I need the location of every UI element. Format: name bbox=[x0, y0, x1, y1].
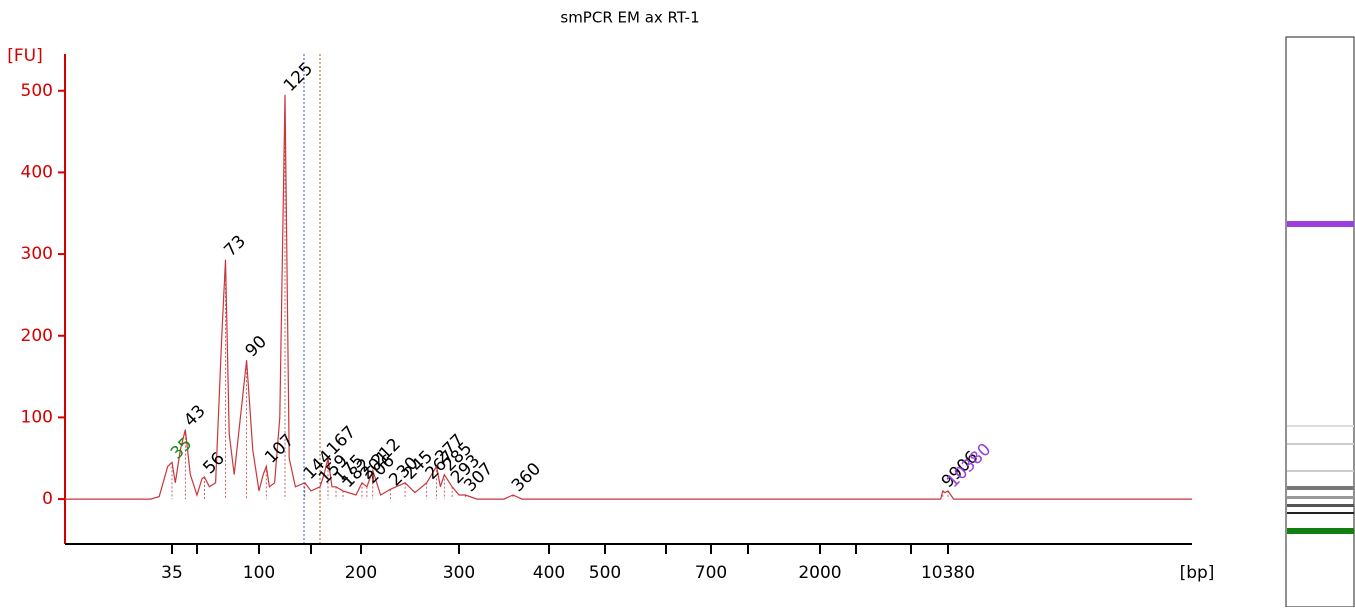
x-axis-label: [bp] bbox=[1180, 563, 1215, 583]
gel-band bbox=[1287, 425, 1354, 427]
x-tick-label: 400 bbox=[533, 563, 565, 583]
chart-title: smPCR EM ax RT-1 bbox=[560, 9, 699, 27]
peak-label: 73 bbox=[220, 231, 249, 260]
gel-band bbox=[1287, 504, 1354, 507]
gel-band bbox=[1287, 470, 1354, 472]
y-tick-label: 300 bbox=[21, 244, 53, 264]
peak-label: 107 bbox=[261, 430, 298, 467]
gel-frame bbox=[1285, 36, 1355, 608]
x-tick-label: 200 bbox=[345, 563, 377, 583]
gel-band bbox=[1287, 221, 1354, 227]
y-tick-label: 500 bbox=[21, 81, 53, 101]
x-tick-label: 700 bbox=[695, 563, 727, 583]
gel-band bbox=[1287, 528, 1354, 534]
peak-label: 35 bbox=[167, 434, 196, 463]
gel-band bbox=[1287, 512, 1354, 514]
gel-band bbox=[1287, 486, 1354, 490]
x-tick-label: 500 bbox=[589, 563, 621, 583]
peak-label: 56 bbox=[199, 449, 228, 478]
peak-label: 43 bbox=[180, 401, 209, 430]
y-tick-label: 400 bbox=[21, 162, 53, 182]
peak-label: 125 bbox=[280, 59, 317, 96]
gel-lane bbox=[1285, 36, 1355, 608]
x-tick-label: 300 bbox=[443, 563, 475, 583]
peak-label: 360 bbox=[508, 459, 545, 496]
x-tick-label: 35 bbox=[161, 563, 183, 583]
y-tick-label: 100 bbox=[21, 407, 53, 427]
x-tick-label: 10380 bbox=[921, 563, 975, 583]
peak-label: 90 bbox=[242, 332, 271, 361]
y-tick-label: 0 bbox=[42, 489, 53, 509]
gel-band bbox=[1287, 443, 1354, 445]
x-tick-label: 100 bbox=[243, 563, 275, 583]
y-tick-label: 200 bbox=[21, 326, 53, 346]
x-tick-label: 2000 bbox=[798, 563, 841, 583]
y-axis-label: [FU] bbox=[7, 46, 43, 66]
trace bbox=[65, 94, 1192, 500]
gel-band bbox=[1287, 496, 1354, 499]
